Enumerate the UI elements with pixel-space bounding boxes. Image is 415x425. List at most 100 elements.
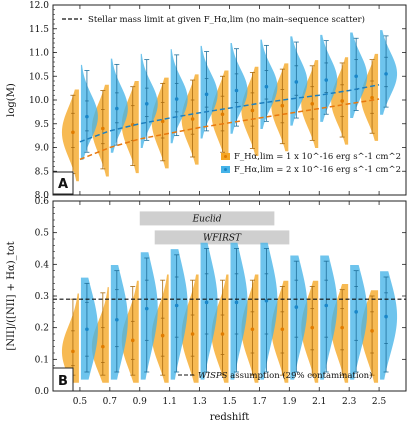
violin-half: [61, 89, 79, 182]
median-point: [174, 97, 179, 101]
violin-half: [380, 30, 398, 115]
violin-half: [200, 242, 218, 380]
x-tick-label: 1.7: [252, 397, 267, 407]
median-point: [144, 306, 149, 311]
median-point: [160, 333, 165, 338]
violin-half: [271, 63, 289, 152]
median-point: [220, 332, 225, 336]
panel-letter: A: [58, 177, 68, 192]
y-axis-label: log(M): [6, 83, 17, 117]
median-point: [250, 327, 255, 332]
median-point: [310, 102, 315, 106]
x-tick-label: 0.9: [133, 397, 148, 407]
violin-half: [91, 287, 109, 383]
violin-half: [350, 32, 368, 119]
median-point: [115, 106, 119, 111]
median-point: [190, 117, 195, 121]
median-point: [250, 108, 255, 113]
panel-letter-box: [52, 171, 74, 195]
median-point: [370, 329, 374, 333]
median-point: [310, 325, 315, 330]
median-point: [340, 325, 344, 330]
violin-half: [301, 60, 319, 148]
median-point: [280, 103, 285, 108]
median-point: [294, 305, 299, 309]
reference-line-label: Stellar mass limit at given F_Hα,lim (no…: [88, 14, 365, 25]
violin-half: [290, 255, 308, 380]
violin-half: [121, 280, 139, 383]
violin-half: [170, 49, 188, 144]
y-tick-label: 11.5: [29, 25, 49, 35]
median-point: [264, 298, 269, 303]
x-tick-label: 2.3: [342, 397, 357, 407]
violin-half: [380, 271, 398, 380]
y-tick-label: 0.0: [35, 387, 50, 397]
y-tick-label: 11.0: [29, 49, 49, 59]
violin-half: [140, 53, 158, 148]
median-point: [71, 130, 75, 135]
median-point: [101, 344, 105, 349]
median-point: [324, 303, 329, 308]
violin-half: [320, 34, 338, 122]
panel-letter: B: [58, 374, 68, 389]
median-point: [144, 102, 149, 106]
violin-half: [331, 57, 349, 145]
y-tick-label: 9.5: [35, 120, 50, 130]
y-tick-label: 10.0: [29, 96, 49, 106]
violin-half: [151, 77, 169, 169]
median-point: [130, 338, 135, 343]
x-tick-label: 0.5: [73, 397, 88, 407]
median-point: [190, 332, 195, 336]
violin-half: [350, 264, 368, 380]
panel-a: 8.0 8.5 9.0 9.5 10.0 10.5 11.0 11.5 12.0 Stellar …: [6, 1, 407, 201]
x-axis-label: redshift: [210, 412, 250, 423]
median-point: [384, 314, 388, 319]
legend-dot: [224, 168, 227, 171]
y-tick-label: 12.0: [29, 1, 49, 11]
x-tick-label: 1.9: [282, 397, 297, 407]
median-point: [264, 84, 269, 89]
violin-half: [241, 66, 259, 157]
median-point: [71, 349, 75, 354]
violin-half: [361, 53, 379, 141]
violin-half: [230, 43, 248, 134]
y-tick-label: 0.4: [35, 260, 50, 270]
violin-half: [170, 249, 188, 380]
legend-dot: [224, 155, 227, 158]
median-point: [370, 95, 374, 100]
mass-limit-curve: [79, 84, 380, 143]
legend-label: F_Hα,lim = 2 x 10^-16 erg s^-1 cm^2: [234, 165, 401, 175]
y-tick-label: 0.3: [35, 292, 50, 302]
violin-half: [290, 36, 308, 126]
violin-half: [110, 58, 128, 153]
violin-half: [80, 277, 98, 380]
x-tick-label: 1.5: [222, 397, 237, 407]
violin-half: [241, 274, 259, 383]
median-point: [280, 327, 285, 332]
violin-half: [260, 242, 278, 380]
y-tick-label: 0.2: [35, 324, 49, 334]
violin-half: [230, 242, 248, 380]
median-point: [234, 300, 239, 305]
median-point: [354, 310, 358, 314]
y-tick-label: 10.5: [29, 72, 49, 82]
violin-half: [121, 81, 139, 174]
x-tick-label: 2.1: [312, 397, 326, 407]
violin-half: [151, 274, 169, 383]
violin-half: [211, 274, 229, 383]
median-point: [85, 327, 89, 332]
median-point: [220, 112, 225, 117]
violin-half: [260, 39, 278, 129]
median-point: [204, 92, 209, 97]
violin-half: [110, 264, 128, 380]
y-tick-label: 8.0: [35, 191, 50, 201]
mass-limit-curve: [79, 98, 380, 161]
x-tick-label: 0.7: [103, 397, 118, 407]
survey-band: [139, 211, 275, 226]
survey-band-label: WFIRST: [203, 233, 242, 243]
violin-half: [91, 84, 109, 177]
median-point: [234, 88, 239, 93]
median-point: [384, 72, 388, 76]
violin-half: [320, 255, 338, 380]
